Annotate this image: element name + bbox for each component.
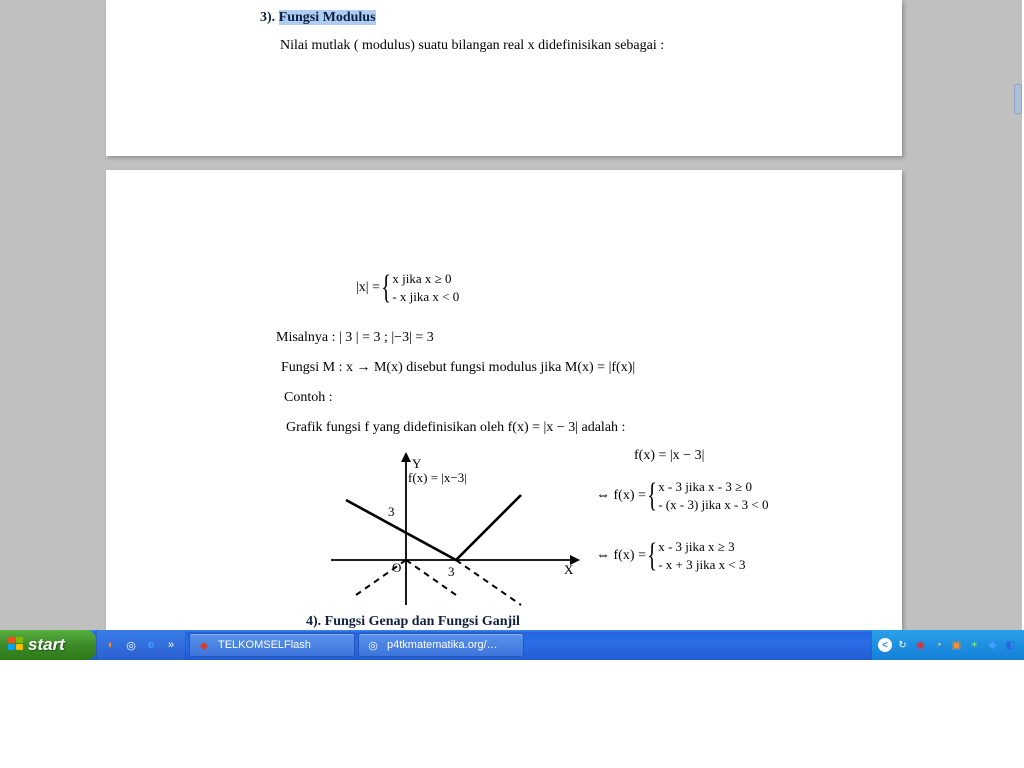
- heading-highlight: Fungsi Modulus: [279, 10, 376, 25]
- origin-label: O: [392, 560, 401, 576]
- start-label: start: [28, 635, 65, 655]
- rhs1-case-a: x - 3 jika x - 3 ≥ 0: [658, 479, 752, 494]
- rhs1-case-b: - (x - 3) jika x - 3 < 0: [658, 497, 768, 512]
- page-main: |x| = { x jika x ≥ 0 - x jika x < 0 Misa…: [106, 170, 902, 630]
- y-tick-3: 3: [388, 504, 395, 520]
- brace-icon: {: [381, 271, 391, 305]
- abs-lhs: |x| =: [356, 280, 380, 296]
- windows-logo-icon: [8, 637, 26, 653]
- tray-av-icon[interactable]: ◆: [985, 638, 1000, 653]
- axis-x-label: X: [564, 562, 573, 578]
- graph-intro: Grafik fungsi f yang didefinisikan oleh …: [286, 420, 625, 436]
- abs-case2: - x jika x < 0: [392, 289, 459, 304]
- rhs-cases-2: ⇔ f(x) = { x - 3 jika x ≥ 3 - x + 3 jika…: [596, 538, 745, 574]
- task-telkomsel-label: TELKOMSELFlash: [218, 639, 311, 651]
- brace-icon: {: [647, 539, 657, 573]
- task-buttons: ◆ TELKOMSELFlash ◎ p4tkmatematika.org/…: [186, 630, 524, 660]
- below-whitespace: [0, 660, 1024, 768]
- ie-icon[interactable]: e: [143, 637, 159, 653]
- system-tray: <↻◉◔▣✶◆◧: [871, 630, 1024, 660]
- firefox-icon[interactable]: ◐: [103, 637, 119, 653]
- tray-app-icon[interactable]: ◧: [1003, 638, 1018, 653]
- start-button[interactable]: start: [0, 630, 96, 660]
- scrollbar-thumb[interactable]: [1014, 84, 1022, 114]
- rhs2-case-a: x - 3 jika x ≥ 3: [658, 539, 734, 554]
- tray-sync-icon[interactable]: ↻: [895, 638, 910, 653]
- document-pages: 3). Fungsi Modulus Nilai mutlak ( modulu…: [106, 0, 902, 630]
- tray-shield-icon[interactable]: ◉: [913, 638, 928, 653]
- abs-definition: |x| = { x jika x ≥ 0 - x jika x < 0: [356, 270, 459, 306]
- rhs-cases-1: ⇔ f(x) = { x - 3 jika x - 3 ≥ 0 - (x - 3…: [596, 478, 768, 514]
- tray-msn-icon[interactable]: ✶: [967, 638, 982, 653]
- heading-number: 3).: [260, 10, 279, 25]
- task-chrome[interactable]: ◎ p4tkmatematika.org/…: [358, 633, 524, 657]
- brace-icon: {: [647, 479, 657, 513]
- task-telkomsel[interactable]: ◆ TELKOMSELFlash: [189, 633, 355, 657]
- x-tick-3: 3: [448, 564, 455, 580]
- rhs-eq-top: f(x) = |x − 3|: [634, 448, 704, 464]
- tray-chevron[interactable]: <: [878, 638, 892, 652]
- example-line: Misalnya : | 3 | = 3 ; |−3| = 3: [276, 330, 434, 346]
- definition-intro: Nilai mutlak ( modulus) suatu bilangan r…: [280, 38, 664, 54]
- modulus-graph: Y f(x) = |x−3| 3 O 3 X: [326, 450, 586, 610]
- chrome-icon[interactable]: ◎: [123, 637, 139, 653]
- contoh-label: Contoh :: [284, 390, 333, 406]
- expand-icon[interactable]: »: [163, 637, 179, 653]
- section-heading: 3). Fungsi Modulus: [260, 10, 376, 26]
- quick-launch: ◐◎e»: [96, 630, 186, 660]
- next-heading-cut: 4). Fungsi Genap dan Fungsi Ganjil: [306, 614, 520, 630]
- taskbar: start ◐◎e» ◆TELKOMSELFlash◎p4tkmatematik…: [0, 630, 1024, 660]
- document-viewport: 3). Fungsi Modulus Nilai mutlak ( modulu…: [0, 0, 1022, 630]
- abs-cases: x jika x ≥ 0 - x jika x < 0: [392, 270, 459, 306]
- task-chrome-icon: ◎: [365, 637, 381, 653]
- tray-vol-icon[interactable]: ◔: [931, 638, 946, 653]
- graph-fx-label: f(x) = |x−3|: [408, 470, 467, 486]
- abs-case1: x jika x ≥ 0: [392, 271, 451, 286]
- page-top: 3). Fungsi Modulus Nilai mutlak ( modulu…: [106, 0, 902, 156]
- rhs2-case-b: - x + 3 jika x < 3: [658, 557, 745, 572]
- task-telkomsel-icon: ◆: [196, 637, 212, 653]
- task-chrome-label: p4tkmatematika.org/…: [387, 639, 498, 651]
- modulus-def-line: Fungsi M : x → M(x) disebut fungsi modul…: [281, 360, 635, 376]
- tray-net-icon[interactable]: ▣: [949, 638, 964, 653]
- iff-arrow-2: ⇔ f(x) =: [596, 548, 646, 564]
- iff-arrow-1: ⇔ f(x) =: [596, 488, 646, 504]
